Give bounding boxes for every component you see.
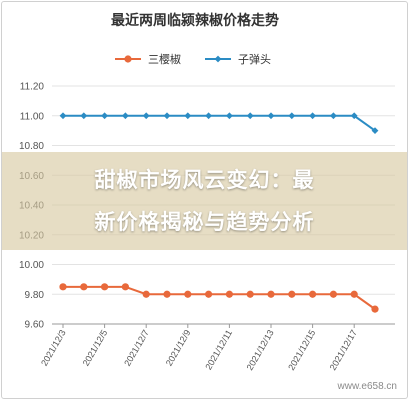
data-point: [205, 112, 212, 120]
x-tick-label: 2021/12/9: [164, 328, 193, 368]
legend-label: 三樱椒: [148, 52, 181, 66]
y-tick-label: 9.80: [25, 290, 45, 301]
data-point: [246, 112, 254, 120]
x-tick-label: 2021/12/15: [286, 328, 317, 372]
data-point: [80, 283, 88, 291]
data-point: [121, 283, 129, 291]
legend-label: 子弹头: [238, 52, 271, 66]
legend-marker: [214, 55, 222, 63]
data-point: [163, 290, 171, 298]
x-tick-label: 2021/12/17: [328, 328, 359, 372]
headline-banner: [2, 152, 407, 250]
data-point: [350, 112, 358, 120]
legend-marker: [124, 55, 132, 63]
x-tick-label: 2021/12/3: [39, 328, 68, 368]
data-point: [205, 290, 213, 298]
chart-legend: 三樱椒 子弹头: [115, 52, 271, 66]
data-point: [267, 112, 275, 120]
x-axis-ticks: 2021/12/3 2021/12/5 2021/12/7 2021/12/9 2021…: [39, 324, 359, 372]
data-point: [184, 112, 192, 120]
data-point: [371, 127, 379, 135]
series-line-2: [63, 114, 376, 132]
data-point: [142, 290, 150, 298]
y-tick-label: 10.00: [19, 260, 44, 271]
data-point: [142, 112, 150, 120]
data-point: [309, 290, 317, 298]
data-point: [309, 112, 316, 120]
data-point: [225, 290, 233, 298]
site-watermark: www.e658.cn: [337, 381, 397, 392]
data-point: [371, 305, 379, 313]
data-point: [59, 112, 67, 120]
data-point: [350, 290, 358, 298]
headline-line-1: 甜椒市场风云变幻：最: [94, 168, 315, 192]
data-point: [288, 290, 296, 298]
data-point: [101, 283, 109, 291]
y-tick-label: 9.60: [25, 320, 45, 331]
series-line-1: [63, 285, 376, 310]
chart-series: [59, 112, 379, 313]
data-point: [246, 290, 254, 298]
data-point: [226, 112, 233, 120]
y-tick-label: 11.00: [20, 111, 45, 122]
data-point: [184, 290, 192, 298]
x-tick-label: 2021/12/11: [203, 328, 234, 371]
data-point: [122, 112, 129, 120]
data-point: [59, 283, 67, 291]
data-point: [330, 112, 337, 120]
data-point: [288, 112, 296, 120]
data-point: [163, 112, 171, 120]
data-point: [267, 290, 275, 298]
data-point: [329, 290, 337, 298]
y-tick-label: 11.20: [20, 82, 45, 93]
data-point: [80, 112, 88, 120]
x-tick-label: 2021/12/13: [245, 328, 276, 372]
x-tick-label: 2021/12/5: [81, 328, 110, 368]
chart-title: 最近两周临颍辣椒价格走势: [111, 12, 279, 29]
y-tick-label: 10.80: [19, 141, 44, 152]
x-tick-label: 2021/12/7: [122, 328, 151, 368]
data-point: [101, 112, 108, 120]
headline-line-2: 新价格揭秘与趋势分析: [94, 210, 315, 234]
